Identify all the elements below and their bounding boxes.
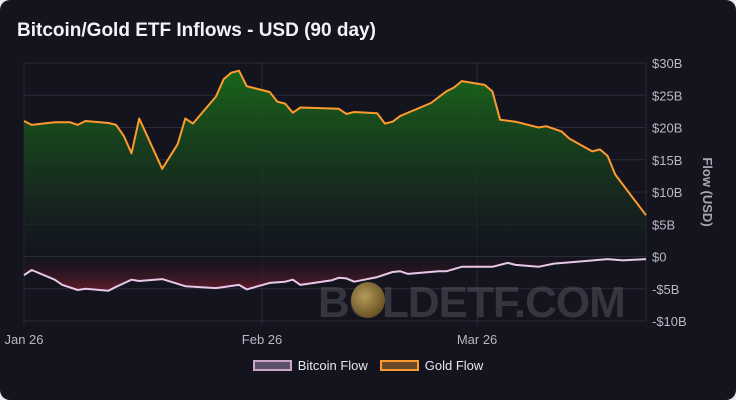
coin-logo-icon xyxy=(351,282,385,318)
gold-swatch xyxy=(379,360,419,371)
y-tick-label: $25B xyxy=(652,88,682,103)
x-tick-label: Feb 26 xyxy=(242,332,282,347)
area-bitcoin-flow xyxy=(24,256,646,291)
y-tick-label: $20B xyxy=(652,121,682,136)
legend-label: Bitcoin Flow xyxy=(297,358,368,373)
y-tick-label: $10B xyxy=(652,185,682,200)
legend-item-gold[interactable]: Gold Flow xyxy=(379,358,484,373)
x-tick-label: Mar 26 xyxy=(457,332,497,347)
legend: Bitcoin Flow Gold Flow xyxy=(0,358,736,373)
line-gold-flow xyxy=(23,69,647,216)
chart-title: Bitcoin/Gold ETF Inflows - USD (90 day) xyxy=(17,20,376,41)
x-tick-label: Jan 26 xyxy=(4,332,43,347)
y-axis-title: Flow (USD) xyxy=(700,157,715,226)
y-tick-label: $30B xyxy=(652,56,682,71)
legend-item-bitcoin[interactable]: Bitcoin Flow xyxy=(252,358,368,373)
y-tick-label: $0 xyxy=(652,250,666,265)
y-tick-label: $15B xyxy=(652,153,682,168)
area-gold-flow xyxy=(24,70,646,257)
line-bitcoin-flow xyxy=(23,258,647,292)
y-tick-label: -$5B xyxy=(652,282,679,297)
y-tick-label: -$10B xyxy=(652,314,687,329)
bitcoin-swatch xyxy=(252,360,292,371)
legend-label: Gold Flow xyxy=(424,358,484,373)
y-tick-label: $5B xyxy=(652,217,675,232)
